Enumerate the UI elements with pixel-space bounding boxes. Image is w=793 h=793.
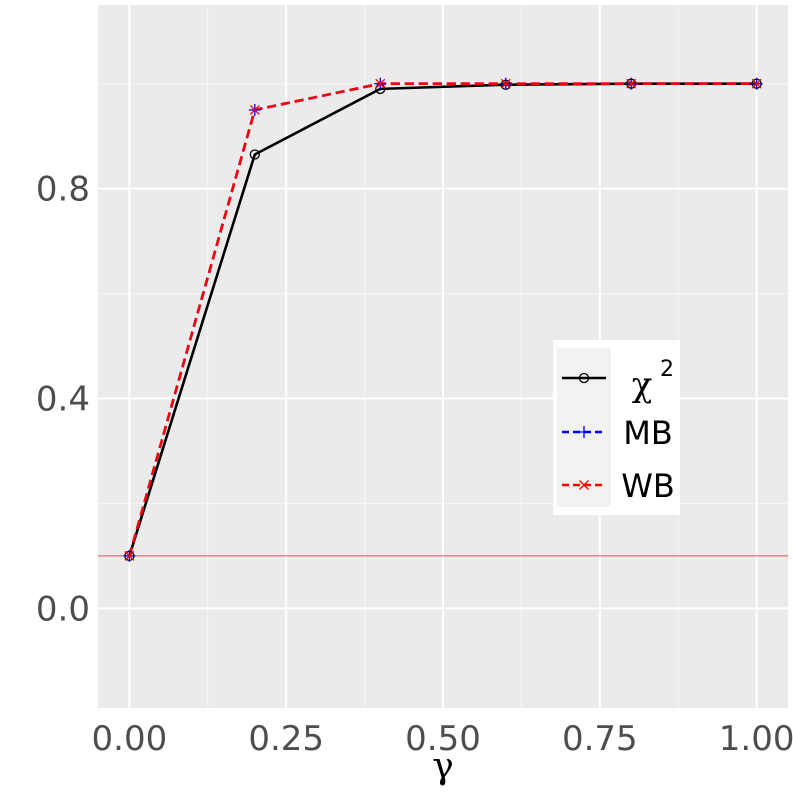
- series-line-: [128, 82, 757, 557]
- legend: χ 2 MB WB: [553, 340, 680, 515]
- legend-key-marker: [578, 426, 590, 438]
- data-point: [249, 149, 260, 160]
- x-tick-label: 1.00: [719, 719, 793, 759]
- x-tick-label: 0.25: [248, 719, 324, 759]
- legend-key-marker: [579, 480, 589, 490]
- series-line-wb: [128, 82, 757, 557]
- series-layer: [123, 77, 763, 562]
- data-point: [500, 78, 511, 89]
- legend-label: χ: [632, 365, 653, 405]
- data-point: [249, 104, 260, 115]
- x-tick-label: 0.00: [92, 719, 168, 759]
- y-tick-labels: 0.0 0.4 0.8: [36, 170, 90, 630]
- y-tick-label: 0.4: [36, 379, 90, 419]
- x-tick-label: 0.75: [562, 719, 638, 759]
- legend-label: WB: [621, 467, 675, 505]
- data-point: [751, 78, 762, 89]
- data-point: [375, 78, 386, 89]
- data-point: [124, 550, 135, 561]
- y-tick-label: 0.8: [36, 170, 90, 210]
- legend-item: MB: [562, 414, 673, 452]
- x-tick-labels: 0.00 0.25 0.50 0.75 1.00: [92, 719, 793, 759]
- x-tick-label: 0.50: [405, 719, 481, 759]
- x-axis-title: γ: [432, 746, 454, 787]
- y-tick-label: 0.0: [36, 589, 90, 629]
- legend-key-marker: [578, 372, 590, 384]
- legend-item: WB: [562, 467, 675, 505]
- legend-label-superscript: 2: [660, 357, 674, 382]
- legend-label: MB: [623, 414, 673, 452]
- data-point: [626, 78, 637, 89]
